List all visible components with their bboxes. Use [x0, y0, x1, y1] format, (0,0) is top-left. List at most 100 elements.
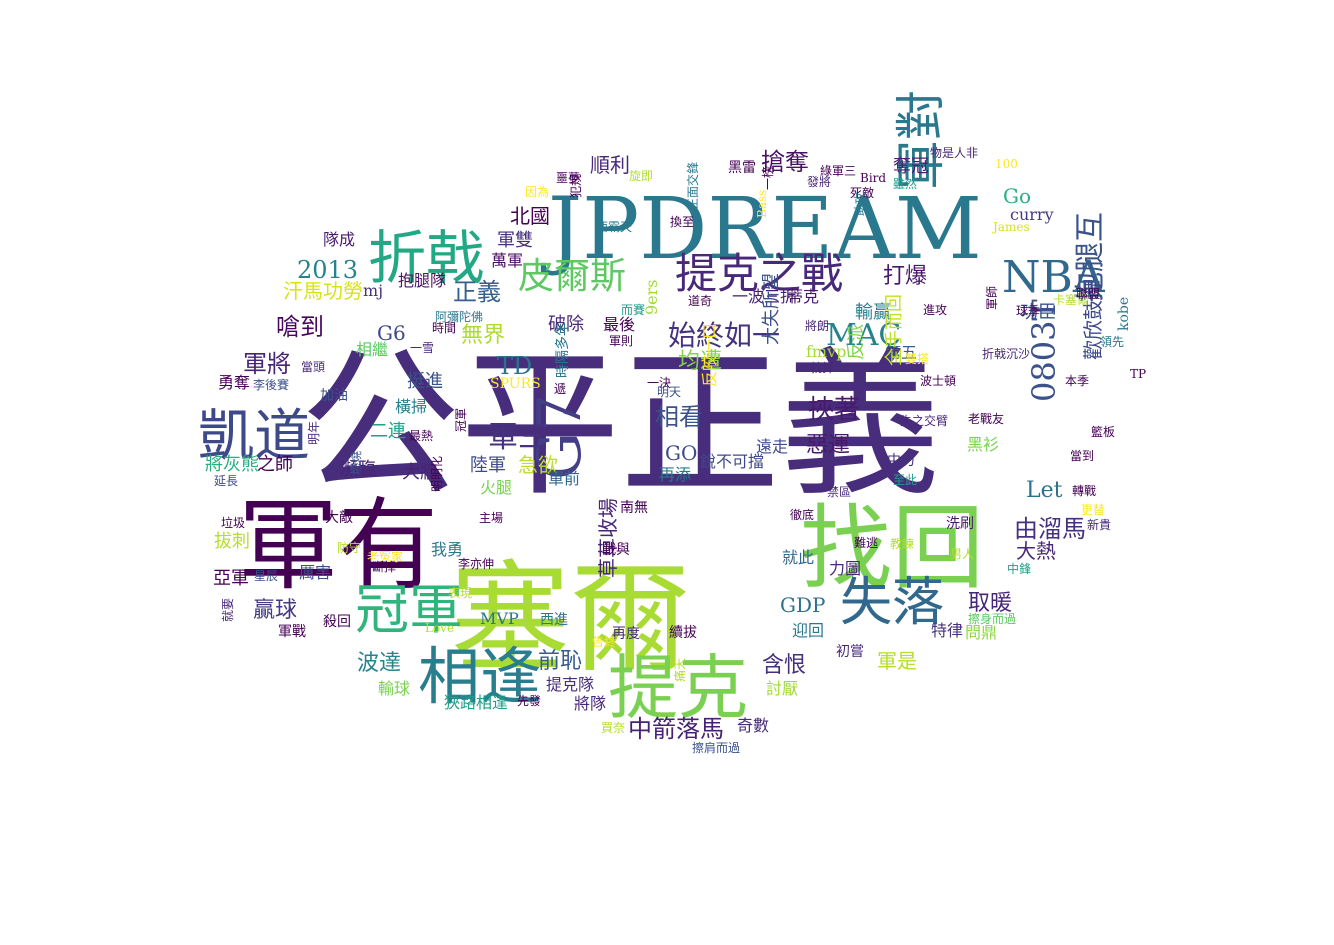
- word-15: G7: [525, 394, 595, 480]
- word-42: 波達: [357, 651, 401, 676]
- word-39: 失落: [840, 573, 944, 633]
- word-150: James: [991, 220, 1030, 234]
- word-114: 初嘗: [836, 643, 864, 660]
- word-177: 因為: [525, 185, 549, 199]
- word-14: NBA: [1002, 252, 1106, 303]
- word-98: 戰與: [602, 542, 630, 558]
- word-63: 破除: [548, 314, 584, 335]
- word-149: Love: [425, 621, 454, 635]
- word-75: 橫掃: [395, 397, 427, 416]
- word-175: 旋即: [629, 169, 653, 183]
- word-196: Bass: [755, 190, 769, 218]
- word-141: kobe: [1116, 297, 1132, 331]
- word-181: 軍師: [985, 286, 999, 310]
- word-124: 李後賽: [253, 377, 289, 392]
- word-180: 雖然: [893, 176, 917, 191]
- word-197: 一榜: [760, 166, 775, 190]
- word-188: 更替: [1081, 503, 1105, 517]
- word-117: 垃圾: [221, 515, 245, 530]
- word-187: 當到: [1070, 449, 1094, 463]
- word-79: 之師: [257, 454, 293, 475]
- word-49: GO: [665, 441, 697, 465]
- word-116: 大敵: [325, 510, 353, 526]
- word-50: 第五: [885, 343, 917, 362]
- word-120: 軍戰: [278, 624, 306, 640]
- word-12: 提克之戰: [675, 249, 843, 298]
- word-162: 告終: [592, 634, 616, 649]
- word-190: 犯規: [568, 174, 583, 198]
- word-90: 中力: [887, 453, 915, 469]
- word-184: 雙搭: [905, 352, 929, 366]
- word-82: 陸軍: [470, 455, 506, 476]
- word-61: mj: [363, 281, 383, 300]
- word-96: 草草收場: [596, 498, 620, 578]
- word-57: 萬軍: [491, 251, 523, 270]
- word-62: 9ers: [642, 279, 661, 315]
- word-134: 將朗: [805, 318, 829, 333]
- word-54: 順利: [590, 153, 630, 177]
- word-1: 塞爾: [450, 550, 690, 689]
- word-67: 蒂克: [787, 287, 819, 306]
- word-13: 皮爾斯: [518, 256, 626, 297]
- word-129: 時間: [432, 321, 456, 335]
- word-145: 物是人非: [930, 146, 978, 160]
- word-64: 最後: [603, 315, 635, 334]
- word-53: curry: [1010, 205, 1054, 224]
- word-4: 找回: [800, 495, 984, 602]
- word-74: 二連: [370, 421, 406, 442]
- word-71: 全手而回: [884, 294, 905, 366]
- word-91: 洗刷: [946, 516, 974, 532]
- word-139: 折戟沉沙: [982, 346, 1030, 361]
- word-76: 勇奪: [218, 373, 250, 392]
- word-199: 痛天: [672, 658, 687, 682]
- word-163: 先發: [517, 693, 541, 708]
- word-122: 延長: [214, 474, 238, 488]
- word-146: 黑雷: [728, 160, 756, 176]
- word-137: 失之交臂: [900, 413, 948, 428]
- word-195: 遞: [554, 381, 566, 396]
- word-69: fmvp: [806, 342, 846, 361]
- word-182: TP: [1130, 367, 1146, 381]
- word-27: 打爆: [883, 264, 927, 289]
- word-101: 再度: [612, 626, 640, 642]
- word-68: 反派: [846, 324, 867, 360]
- word-170: 明明化: [430, 456, 444, 492]
- word-185: 籃板: [1091, 424, 1115, 439]
- word-174: 發將: [807, 174, 831, 189]
- word-10: 失落: [840, 573, 944, 633]
- word-58: 汗馬功勞: [283, 279, 363, 303]
- word-84: 軍前: [548, 469, 580, 488]
- word-126: 最熱: [409, 429, 433, 443]
- word-128: 阿彌陀佛: [435, 309, 483, 324]
- word-5: 提克: [608, 647, 748, 729]
- word-6: 相逢: [418, 640, 542, 713]
- word-78: 將灰熊: [205, 454, 259, 475]
- word-161: 徹底: [790, 507, 814, 522]
- word-47: 軍是: [877, 649, 917, 673]
- word-121: SPURS: [490, 376, 541, 392]
- word-48: 急欲: [518, 453, 558, 477]
- word-179: 助攻: [853, 192, 867, 216]
- word-183: 領先: [1100, 334, 1124, 349]
- word-21: 2013: [297, 256, 358, 284]
- word-65: 輸贏: [855, 302, 891, 323]
- word-99: MVP: [480, 609, 519, 628]
- word-105: 力圖: [829, 559, 861, 578]
- word-7: 折戟: [368, 224, 484, 292]
- word-87: 反咬一口: [700, 323, 719, 387]
- word-85: 再添: [659, 465, 691, 484]
- word-153: 新貴: [1087, 517, 1111, 532]
- word-107: 特律: [931, 621, 963, 640]
- word-56: 軍雙: [497, 230, 533, 251]
- word-46: 取暖: [968, 591, 1012, 616]
- word-154: 擦身而過: [968, 611, 1016, 626]
- word-140: 本季: [1065, 374, 1089, 388]
- word-3: 軍有: [238, 487, 438, 604]
- word-44: 含恨: [762, 653, 806, 678]
- word-89: 黑衫: [967, 435, 999, 454]
- word-94: 厲害: [299, 563, 331, 582]
- word-158: 難逃: [854, 535, 878, 550]
- word-0: 公平正義: [300, 331, 940, 518]
- word-72: 相繼: [356, 340, 388, 359]
